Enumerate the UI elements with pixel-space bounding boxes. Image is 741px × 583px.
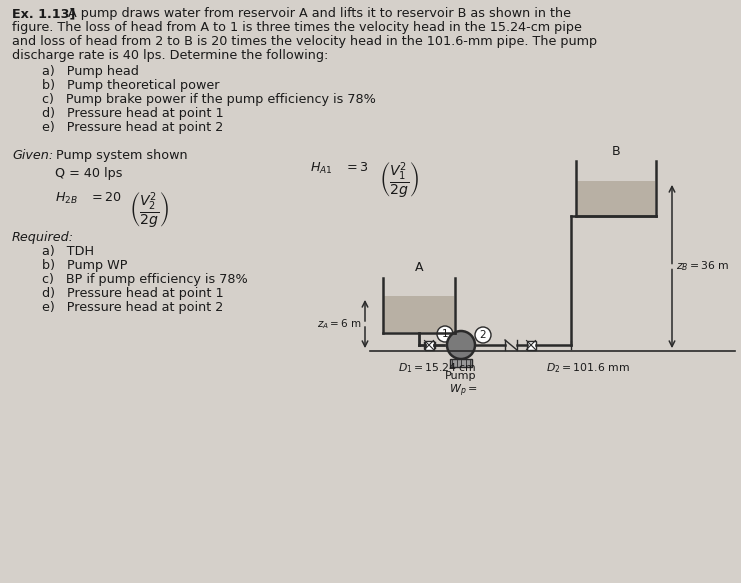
Text: 2: 2	[479, 330, 486, 340]
Text: b)   Pump theoretical power: b) Pump theoretical power	[42, 79, 219, 92]
Bar	[577, 181, 655, 215]
Text: Required:: Required:	[12, 231, 74, 244]
Text: Pump: Pump	[445, 371, 476, 381]
Text: $D_1 = 15.24\ \mathrm{cm}$: $D_1 = 15.24\ \mathrm{cm}$	[398, 361, 476, 375]
Circle shape	[475, 327, 491, 343]
Text: e)   Pressure head at point 2: e) Pressure head at point 2	[42, 121, 223, 134]
Circle shape	[447, 331, 475, 359]
Text: Ex. 1.13]: Ex. 1.13]	[12, 7, 76, 20]
Bar	[384, 296, 454, 332]
Text: a)   TDH: a) TDH	[42, 245, 94, 258]
Text: B: B	[611, 145, 620, 158]
Bar	[450, 359, 472, 367]
Text: d)   Pressure head at point 1: d) Pressure head at point 1	[42, 287, 224, 300]
Text: figure. The loss of head from A to 1 is three times the velocity head in the 15.: figure. The loss of head from A to 1 is …	[12, 21, 582, 34]
Circle shape	[437, 326, 453, 342]
Text: $= 3$: $= 3$	[344, 161, 369, 174]
Text: a)   Pump head: a) Pump head	[42, 65, 139, 78]
Bar	[527, 340, 536, 349]
Text: $D_2 = 101.6\ \mathrm{mm}$: $D_2 = 101.6\ \mathrm{mm}$	[546, 361, 630, 375]
Text: $\left(\dfrac{V_2^2}{2g}\right)$: $\left(\dfrac{V_2^2}{2g}\right)$	[129, 191, 169, 230]
Text: 1: 1	[442, 329, 448, 339]
Text: $z_B = 36\ \mathrm{m}$: $z_B = 36\ \mathrm{m}$	[676, 259, 730, 273]
Text: $\left(\dfrac{V_1^2}{2g}\right)$: $\left(\dfrac{V_1^2}{2g}\right)$	[379, 161, 419, 200]
Text: e)   Pressure head at point 2: e) Pressure head at point 2	[42, 301, 223, 314]
Text: b)   Pump WP: b) Pump WP	[42, 259, 127, 272]
Text: $= 20$: $= 20$	[89, 191, 122, 204]
Text: $z_A = 6\ \mathrm{m}$: $z_A = 6\ \mathrm{m}$	[317, 317, 362, 331]
Text: $H_{A1}$: $H_{A1}$	[310, 161, 333, 176]
Text: discharge rate is 40 lps. Determine the following:: discharge rate is 40 lps. Determine the …	[12, 49, 328, 62]
Text: A: A	[415, 261, 423, 274]
Text: Q = 40 lps: Q = 40 lps	[55, 167, 122, 180]
Text: d)   Pressure head at point 1: d) Pressure head at point 1	[42, 107, 224, 120]
Bar	[425, 340, 433, 349]
Text: $W_p =$: $W_p =$	[449, 383, 477, 399]
Text: $H_{2B}$: $H_{2B}$	[55, 191, 78, 206]
Text: A pump draws water from reservoir A and lifts it to reservoir B as shown in the: A pump draws water from reservoir A and …	[64, 7, 571, 20]
Text: Pump system shown: Pump system shown	[52, 149, 187, 162]
Text: Given:: Given:	[12, 149, 53, 162]
Text: c)   Pump brake power if the pump efficiency is 78%: c) Pump brake power if the pump efficien…	[42, 93, 376, 106]
Text: and loss of head from 2 to B is 20 times the velocity head in the 101.6-mm pipe.: and loss of head from 2 to B is 20 times…	[12, 35, 597, 48]
Text: c)   BP if pump efficiency is 78%: c) BP if pump efficiency is 78%	[42, 273, 247, 286]
